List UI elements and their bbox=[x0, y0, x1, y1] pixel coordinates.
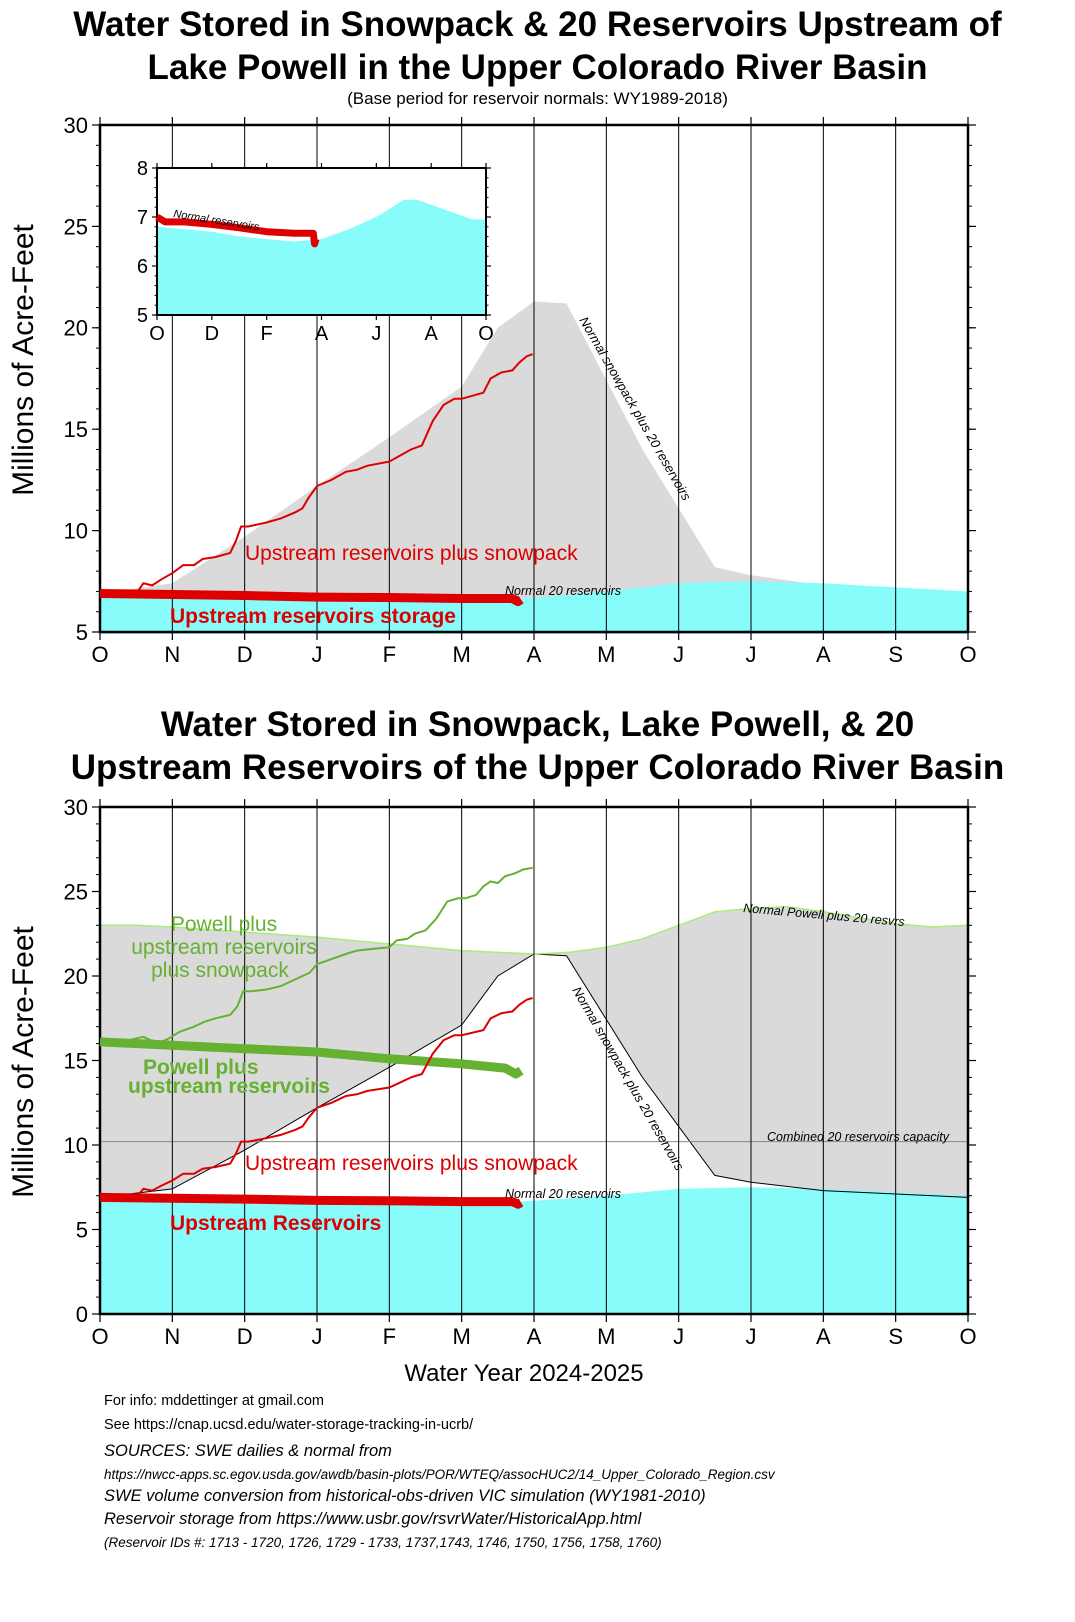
footer-reservoir-source: Reservoir storage from https://www.usbr.… bbox=[104, 1510, 642, 1528]
y-tick-label: 0 bbox=[76, 1302, 88, 1327]
y-tick-label: 25 bbox=[64, 879, 88, 904]
x-tick-label: A bbox=[527, 642, 542, 667]
y-tick-label: 10 bbox=[64, 519, 88, 544]
plot-frame bbox=[98, 123, 970, 634]
x-tick-label: F bbox=[383, 642, 396, 667]
y-tick-label: 8 bbox=[137, 158, 148, 180]
series-line-powell-plus-upstream bbox=[99, 1037, 524, 1079]
annotation-powell-line2: upstream reservoirs bbox=[128, 1075, 330, 1098]
x-tick-label: M bbox=[597, 1324, 615, 1349]
footer-swe-conversion: SWE volume conversion from historical-ob… bbox=[104, 1487, 706, 1505]
inset-series-current-reservoirs bbox=[155, 213, 320, 248]
footer-info: For info: mddettinger at gmail.com bbox=[104, 1393, 325, 1409]
annotation-upstream-reservoirs: Upstream reservoirs storage bbox=[170, 605, 456, 628]
x-tick-label: F bbox=[383, 1324, 396, 1349]
x-tick-label: A bbox=[816, 642, 831, 667]
bottom-chart-title-line2: Upstream Reservoirs of the Upper Colorad… bbox=[70, 748, 1005, 787]
x-tick-label: S bbox=[888, 642, 903, 667]
plot-frame bbox=[156, 167, 487, 316]
y-tick-label: 7 bbox=[137, 207, 148, 229]
y-tick-label: 5 bbox=[76, 620, 88, 645]
series-line-upstream-plus-snowpack bbox=[99, 997, 533, 1201]
y-tick-label: 30 bbox=[64, 795, 88, 820]
footer-see-link[interactable]: See https://cnap.ucsd.edu/water-storage-… bbox=[104, 1417, 474, 1433]
series-line-upstream-reservoirs bbox=[99, 1192, 524, 1209]
x-tick-label: J bbox=[673, 642, 684, 667]
annotation-powell-snow-line2: upstream reservoirs bbox=[131, 936, 317, 959]
annotation-powell-snow-line3: plus snowpack bbox=[151, 959, 289, 982]
x-tick-label: J bbox=[746, 1324, 757, 1349]
x-tick-label: J bbox=[371, 323, 381, 345]
annotation-normal-reservoirs: Normal 20 reservoirs bbox=[505, 1187, 621, 1201]
x-tick-label: O bbox=[959, 1324, 976, 1349]
annotation-upstream-plus-snowpack: Upstream reservoirs plus snowpack bbox=[245, 1152, 578, 1175]
x-tick-label: D bbox=[237, 642, 253, 667]
y-tick-label: 20 bbox=[64, 964, 88, 989]
y-tick-label: 20 bbox=[64, 316, 88, 341]
x-tick-label: O bbox=[91, 1324, 108, 1349]
y-axis-label: Millions of Acre-Feet bbox=[7, 223, 40, 495]
inset-normal-reservoirs-area bbox=[158, 199, 486, 315]
x-tick-label: N bbox=[164, 1324, 180, 1349]
series-line-upstream-reservoirs bbox=[99, 589, 524, 607]
top-chart-title-line1: Water Stored in Snowpack & 20 Reservoirs… bbox=[73, 5, 1002, 44]
x-tick-label: A bbox=[424, 323, 438, 345]
plot-frame bbox=[98, 805, 970, 1316]
footer-sources: SOURCES: SWE dailies & normal from bbox=[104, 1442, 392, 1460]
x-tick-label: O bbox=[959, 642, 976, 667]
annotation-powell-snow-line1: Powell plus bbox=[171, 913, 277, 936]
y-tick-label: 6 bbox=[137, 256, 148, 278]
x-tick-label: S bbox=[888, 1324, 903, 1349]
y-axis-label: Millions of Acre-Feet bbox=[7, 925, 40, 1197]
x-tick-label: O bbox=[149, 323, 165, 345]
y-tick-label: 15 bbox=[64, 1048, 88, 1073]
top-chart-title-line2: Lake Powell in the Upper Colorado River … bbox=[147, 48, 928, 87]
footer-reservoir-ids: (Reservoir IDs #: 1713 - 1720, 1726, 172… bbox=[104, 1535, 662, 1550]
y-tick-label: 10 bbox=[64, 1133, 88, 1158]
x-tick-label: N bbox=[164, 642, 180, 667]
x-tick-label: M bbox=[453, 642, 471, 667]
series-line-powell-plus-snowpack bbox=[99, 866, 533, 1045]
annotation-powell-line1: Powell plus bbox=[143, 1056, 259, 1079]
footer-swe-url[interactable]: https://nwcc-apps.sc.egov.usda.gov/awdb/… bbox=[104, 1467, 775, 1482]
x-tick-label: M bbox=[597, 642, 615, 667]
annotation-upstream-plus-snowpack: Upstream reservoirs plus snowpack bbox=[245, 542, 578, 565]
x-axis-label: Water Year 2024-2025 bbox=[404, 1360, 643, 1387]
annotation-capacity: Combined 20 reservoirs capacity bbox=[767, 1130, 950, 1144]
annotation-normal-reservoirs: Normal 20 reservoirs bbox=[505, 584, 621, 598]
x-tick-label: A bbox=[527, 1324, 542, 1349]
top-chart-subtitle: (Base period for reservoir normals: WY19… bbox=[347, 89, 728, 108]
x-tick-label: D bbox=[205, 323, 219, 345]
x-tick-label: A bbox=[315, 323, 329, 345]
x-tick-label: O bbox=[478, 323, 494, 345]
bottom-chart-title-line1: Water Stored in Snowpack, Lake Powell, &… bbox=[160, 705, 915, 744]
y-tick-label: 30 bbox=[64, 113, 88, 138]
y-tick-label: 5 bbox=[76, 1217, 88, 1242]
y-tick-label: 15 bbox=[64, 417, 88, 442]
x-tick-label: J bbox=[746, 642, 757, 667]
series-line-upstream-plus-snowpack bbox=[99, 353, 533, 597]
x-tick-label: J bbox=[673, 1324, 684, 1349]
x-tick-label: M bbox=[453, 1324, 471, 1349]
y-tick-label: 25 bbox=[64, 214, 88, 239]
x-tick-label: F bbox=[261, 323, 273, 345]
x-tick-label: D bbox=[237, 1324, 253, 1349]
x-tick-label: J bbox=[312, 642, 323, 667]
x-tick-label: O bbox=[91, 642, 108, 667]
inset-plot-area bbox=[158, 199, 486, 315]
x-tick-label: J bbox=[312, 1324, 323, 1349]
y-tick-label: 5 bbox=[137, 305, 148, 327]
annotation-upstream-reservoirs: Upstream Reservoirs bbox=[170, 1212, 381, 1235]
x-tick-label: A bbox=[816, 1324, 831, 1349]
